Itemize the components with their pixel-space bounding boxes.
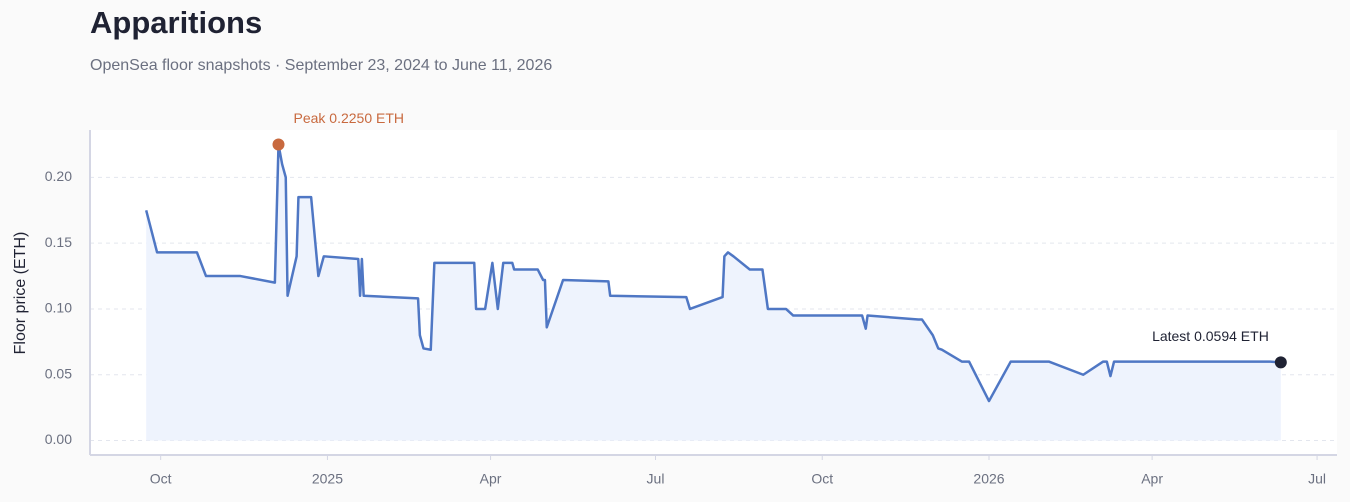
x-tick-label: Oct — [811, 471, 833, 487]
x-tick-label: 2026 — [973, 471, 1004, 487]
x-tick-label: 2025 — [312, 471, 343, 487]
x-tick-label: Oct — [150, 471, 172, 487]
y-tick-label: 0.15 — [45, 234, 72, 250]
y-tick-label: 0.20 — [45, 168, 72, 184]
x-tick-label: Apr — [480, 471, 502, 487]
x-tick-label: Jul — [647, 471, 665, 487]
annotation-point — [272, 138, 285, 151]
chart-subtitle: OpenSea floor snapshots · September 23, … — [90, 57, 552, 74]
area — [146, 144, 1281, 441]
x-tick-label: Jul — [1308, 471, 1326, 487]
annotation-label: Latest 0.0594 ETH — [1152, 328, 1269, 344]
y-tick-label: 0.10 — [45, 300, 72, 316]
annotation-label: Peak 0.2250 ETH — [294, 110, 405, 126]
y-tick-label: 0.05 — [45, 365, 72, 381]
line — [144, 143, 1281, 403]
y-axis-label: Floor price (ETH) — [12, 232, 29, 355]
annotation-point — [1274, 356, 1287, 369]
x-tick-label: Apr — [1141, 471, 1163, 487]
y-tick-label: 0.00 — [45, 431, 72, 447]
chart-title: Apparitions — [90, 5, 262, 40]
